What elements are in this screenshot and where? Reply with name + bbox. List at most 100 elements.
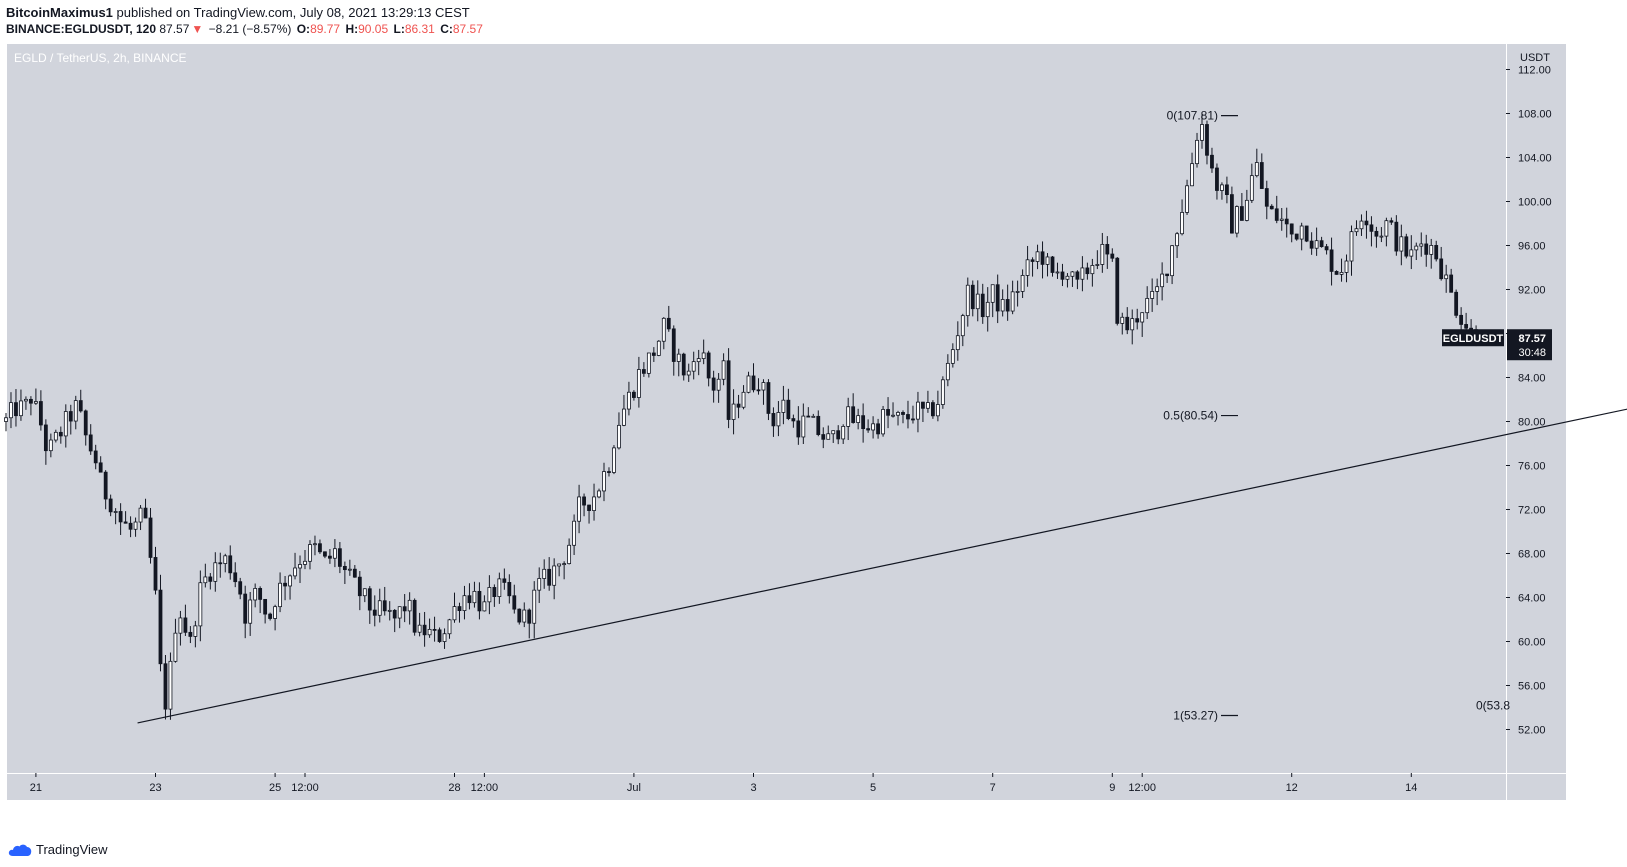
candle-body-up [696,358,701,363]
candle [701,339,706,365]
candle-body-down [507,582,512,597]
time-axis[interactable] [7,773,1506,800]
candle [1210,147,1214,173]
candle-body-down [1294,233,1299,240]
candle-body-down [233,572,238,583]
candle [223,553,228,573]
candle [278,572,282,613]
candle-body-down [14,402,18,417]
y-tick-label: 56.00 [1518,681,1546,693]
candle [557,563,562,577]
x-tick-label: 23 [149,782,161,794]
candle-body-down [1165,273,1170,277]
candle-body-down [527,609,532,624]
candle [1234,205,1239,238]
candle [622,394,626,427]
candle [78,389,83,413]
open-value: 89.77 [310,22,341,36]
candle [572,514,576,555]
candle [537,567,542,603]
candle-body-up [1080,267,1085,280]
candle-body-down [816,415,821,435]
candle-body-down [736,403,741,408]
candle [98,456,103,473]
candle-body-up [24,398,28,402]
candle [1239,193,1244,221]
candle-body-up [701,352,706,359]
candle [761,379,766,405]
candle-body-up [168,660,173,710]
candle [318,539,322,554]
chart-plot-area[interactable] [7,44,1506,773]
candle [646,352,651,378]
candle-body-up [597,490,601,498]
candle-body-down [68,411,73,422]
candle [641,362,646,377]
candle [193,620,198,648]
y-tick-label: 80.00 [1518,417,1546,429]
candle [746,371,751,394]
candle-body-up [472,590,477,604]
candle-body-down [1274,208,1279,221]
candle-body-up [1244,199,1249,221]
candle-body-up [1020,275,1025,292]
candle-body-up [761,382,766,391]
candle [417,612,422,637]
candle [1085,262,1090,280]
candle-body-down [931,402,935,417]
x-tick-label: 12:00 [1128,782,1156,794]
candle-body-down [1239,206,1244,221]
price-axis[interactable] [1506,44,1566,773]
candle-body-up [178,617,183,634]
candle [706,350,711,387]
candle [696,349,701,376]
candle-body-up [1145,298,1150,314]
candle-body-up [1399,236,1404,252]
candle [1005,284,1010,321]
candle [866,419,871,433]
publish-date: published on TradingView.com, July 08, 2… [116,5,470,20]
candle [1269,204,1274,210]
y-tick-label: 68.00 [1518,549,1546,561]
candle [1424,234,1429,267]
candle [781,385,786,425]
candle [582,493,586,517]
candle-body-down [437,629,442,642]
candle-body-up [1314,240,1319,249]
publish-info: BitcoinMaximus1 published on TradingView… [6,5,470,20]
tradingview-logo[interactable]: TradingView [8,842,108,857]
down-arrow-icon: ▼ [191,22,204,36]
candle [1294,233,1299,241]
candle [163,654,168,720]
candle-body-up [552,565,557,586]
candle [901,410,905,424]
candle-body-down [1424,243,1429,255]
candle-body-up [826,433,831,440]
candle-body-down [1394,221,1399,252]
candle [362,588,367,603]
candle [1304,225,1309,243]
candle-body-up [1090,265,1095,275]
candle-body-up [1035,251,1040,262]
candle-body-down [283,582,287,587]
candle [736,394,741,419]
candle [283,575,287,601]
candle [63,404,68,448]
candle-body-up [1120,316,1125,324]
candle-body-up [293,567,297,577]
candle [1279,207,1284,231]
candle-body-down [402,606,407,612]
candle [542,559,547,589]
candle-body-down [1374,230,1379,237]
candle [985,287,990,332]
author-name[interactable]: BitcoinMaximus1 [6,5,113,20]
candle-body-up [975,293,980,310]
candle-body-down [1215,167,1219,191]
candle [233,562,238,588]
candle-body-up [1249,175,1254,201]
candle [1444,264,1449,293]
candle [766,379,771,421]
candle-body-down [38,401,43,426]
candle-body-down [238,581,243,595]
